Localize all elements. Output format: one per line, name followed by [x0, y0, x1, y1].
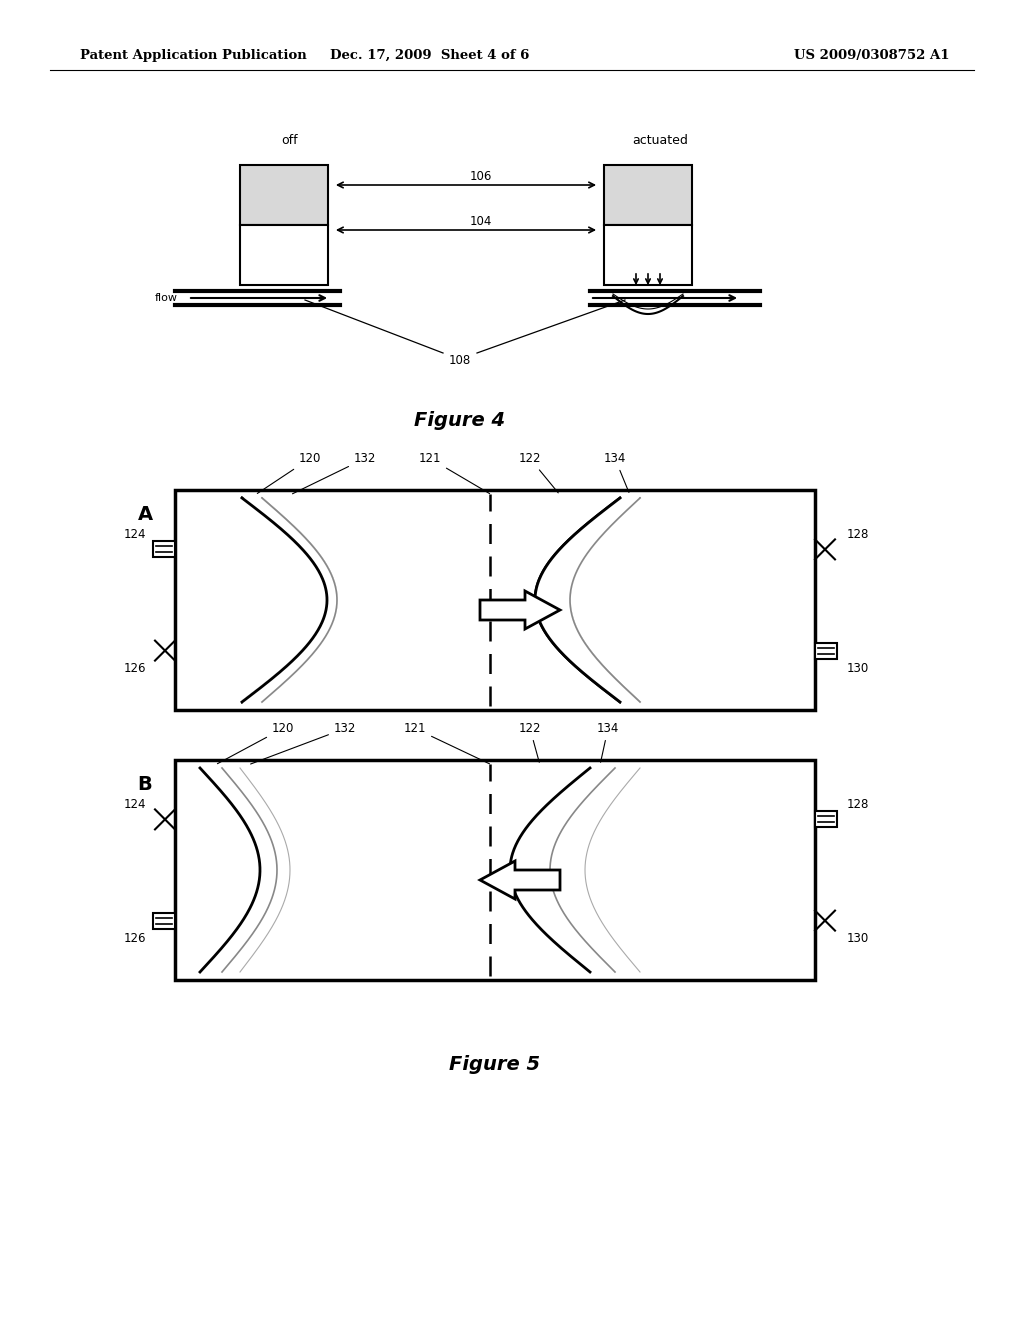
Text: 126: 126	[124, 932, 146, 945]
Text: Dec. 17, 2009  Sheet 4 of 6: Dec. 17, 2009 Sheet 4 of 6	[331, 49, 529, 62]
Text: US 2009/0308752 A1: US 2009/0308752 A1	[795, 49, 950, 62]
Bar	[153, 541, 175, 557]
Bar	[604, 224, 692, 285]
Text: Figure 4: Figure 4	[415, 411, 506, 429]
Polygon shape	[480, 861, 560, 899]
Text: 120: 120	[217, 722, 294, 764]
Text: 128: 128	[847, 797, 869, 810]
Text: 121: 121	[403, 722, 489, 764]
Bar	[175, 490, 815, 710]
Text: 134: 134	[604, 451, 629, 492]
Bar	[240, 224, 328, 285]
Text: 122: 122	[519, 451, 558, 492]
Text: 130: 130	[847, 663, 869, 675]
Text: A: A	[137, 506, 153, 524]
Text: 132: 132	[251, 722, 356, 764]
Bar	[240, 165, 328, 224]
Bar	[815, 812, 837, 828]
Text: Figure 5: Figure 5	[450, 1056, 541, 1074]
Text: 104: 104	[470, 215, 493, 228]
Text: 126: 126	[124, 663, 146, 675]
Text: actuated: actuated	[632, 133, 688, 147]
Bar	[604, 165, 692, 224]
Text: Patent Application Publication: Patent Application Publication	[80, 49, 307, 62]
Text: 120: 120	[257, 451, 322, 494]
Bar	[153, 912, 175, 928]
Polygon shape	[480, 591, 560, 630]
Text: 132: 132	[293, 451, 376, 494]
Text: off: off	[282, 133, 298, 147]
Text: 128: 128	[847, 528, 869, 541]
Text: 121: 121	[419, 451, 489, 494]
Text: 134: 134	[597, 722, 620, 762]
Text: 106: 106	[470, 170, 493, 183]
Bar	[175, 760, 815, 979]
Text: B: B	[137, 775, 153, 795]
Text: 122: 122	[519, 722, 542, 763]
Bar	[815, 643, 837, 659]
Text: flow: flow	[155, 293, 178, 304]
Text: 130: 130	[847, 932, 869, 945]
Text: 124: 124	[124, 797, 146, 810]
Text: 108: 108	[449, 354, 471, 367]
Text: 124: 124	[124, 528, 146, 541]
